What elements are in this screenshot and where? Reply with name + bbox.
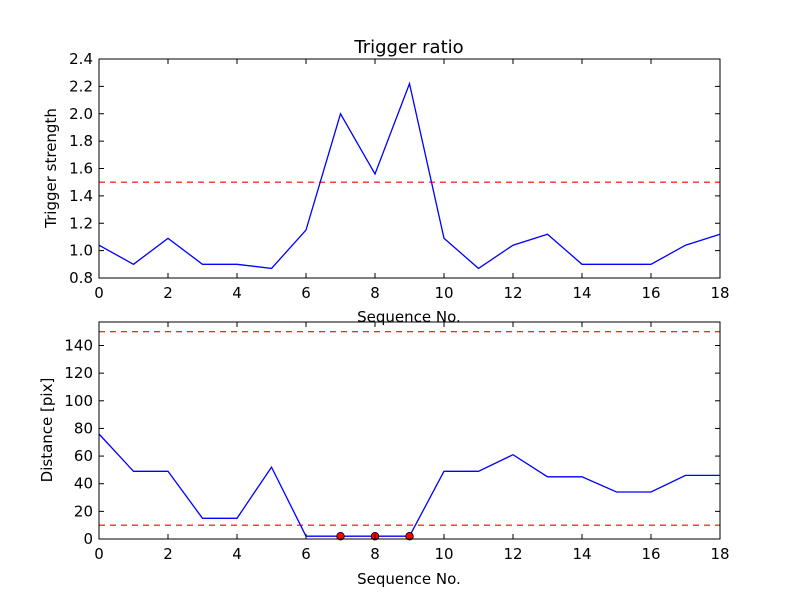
y-axis-label: Distance [pix] <box>38 378 56 483</box>
x-tick-label: 2 <box>163 545 173 563</box>
x-tick-label: 10 <box>434 545 453 563</box>
x-axis-label: Sequence No. <box>357 308 461 326</box>
x-tick-label: 8 <box>370 284 380 302</box>
x-axis-ticks: 0 2 4 6 8 10 12 14 16 18 <box>94 59 730 302</box>
x-tick-label: 14 <box>572 545 591 563</box>
y-axis-ticks: 0 20 40 60 80 100 120 140 <box>64 336 720 548</box>
y-axis-label: Trigger strength <box>42 108 60 229</box>
x-tick-label: 10 <box>434 284 453 302</box>
data-point-marker <box>336 532 345 541</box>
x-tick-label: 14 <box>572 284 591 302</box>
x-tick-label: 6 <box>301 284 311 302</box>
y-tick-label: 100 <box>64 392 93 410</box>
y-tick-label: 80 <box>74 419 93 437</box>
y-tick-label: 120 <box>64 364 93 382</box>
y-tick-label: 1.6 <box>69 160 93 178</box>
x-tick-label: 6 <box>301 545 311 563</box>
y-tick-label: 140 <box>64 336 93 354</box>
x-tick-label: 16 <box>641 284 660 302</box>
x-tick-label: 18 <box>710 545 729 563</box>
markers <box>336 532 414 541</box>
x-tick-label: 16 <box>641 545 660 563</box>
x-tick-label: 4 <box>232 284 242 302</box>
y-tick-label: 60 <box>74 447 93 465</box>
x-tick-label: 2 <box>163 284 173 302</box>
x-axis-label: Sequence No. <box>357 570 461 588</box>
x-axis-ticks: 0 2 4 6 8 10 12 14 16 18 <box>94 322 730 563</box>
distance-chart: 0 2 4 6 8 10 12 14 16 18 0 20 40 60 80 100 120 140 Seque… <box>38 321 730 588</box>
y-tick-label: 2.0 <box>69 105 93 123</box>
y-tick-label: 1.2 <box>69 214 93 232</box>
series-line <box>98 81 721 270</box>
x-tick-label: 4 <box>232 545 242 563</box>
chart-title: Trigger ratio <box>353 37 463 58</box>
x-tick-label: 18 <box>710 284 729 302</box>
y-tick-label: 1.0 <box>69 242 93 260</box>
y-tick-label: 40 <box>74 475 93 493</box>
y-tick-label: 1.8 <box>69 132 93 150</box>
trigger-ratio-chart: Trigger ratio 0 2 4 6 8 10 12 14 16 18 0.8 1.0 1.2 1… <box>42 37 730 326</box>
y-tick-label: 2.4 <box>69 50 93 68</box>
x-tick-label: 12 <box>503 545 522 563</box>
reference-lines <box>99 331 720 526</box>
y-tick-label: 2.2 <box>69 77 93 95</box>
data-point-marker <box>405 532 414 541</box>
x-tick-label: 12 <box>503 284 522 302</box>
series-lines <box>98 81 721 270</box>
x-tick-label: 8 <box>370 545 380 563</box>
x-tick-label: 0 <box>94 284 104 302</box>
y-tick-label: 20 <box>74 502 93 520</box>
y-tick-label: 1.4 <box>69 187 93 205</box>
plot-frame <box>98 321 721 540</box>
y-axis-ticks: 0.8 1.0 1.2 1.4 1.6 1.8 2.0 2.2 2.4 <box>69 50 720 287</box>
x-tick-label: 0 <box>94 545 104 563</box>
y-tick-label: 0.8 <box>69 269 93 287</box>
y-tick-label: 0 <box>83 530 93 548</box>
